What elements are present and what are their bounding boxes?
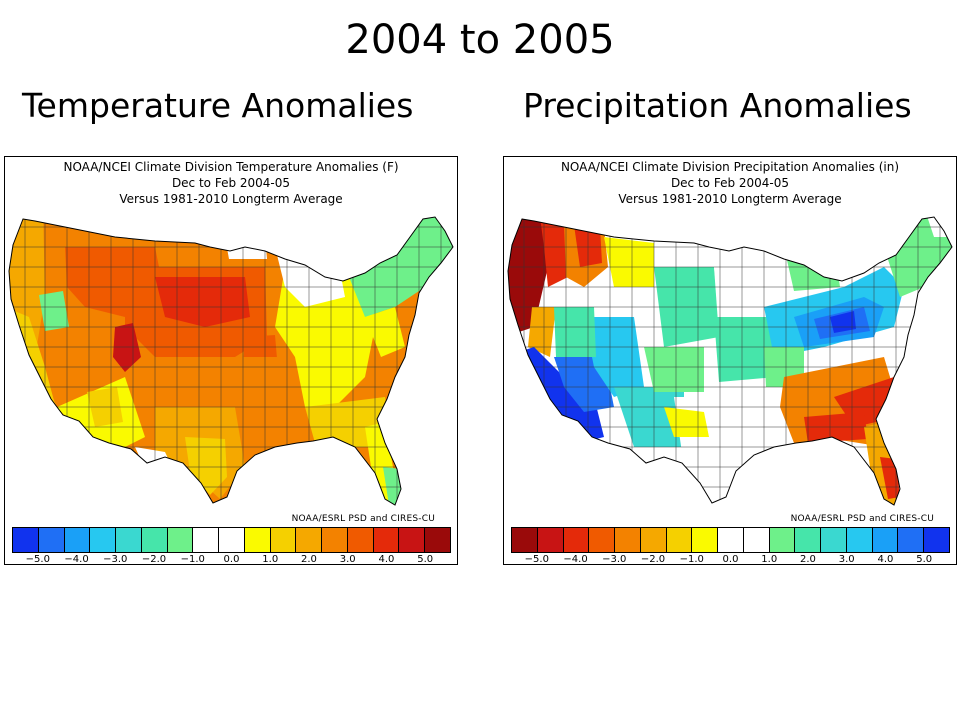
temperature-header-line2: Dec to Feb 2004-05: [171, 176, 291, 190]
temperature-legend-swatch: [141, 528, 168, 552]
precipitation-credit: NOAA/ESRL PSD and CIRES-CU: [790, 514, 934, 524]
temperature-tick-label: 1.0: [262, 554, 279, 565]
precipitation-legend-swatch: [743, 528, 770, 552]
precipitation-colorbar: [511, 527, 950, 553]
precipitation-tick-label: 2.0: [800, 554, 816, 565]
slide-title: 2004 to 2005: [345, 17, 615, 63]
temperature-legend-swatch: [167, 528, 194, 552]
temperature-tick-label: 3.0: [339, 554, 356, 565]
temperature-tick-label: 4.0: [378, 554, 395, 565]
precipitation-legend-swatch: [821, 528, 847, 552]
temperature-legend-swatch: [373, 528, 400, 552]
temperature-legend-swatch: [244, 528, 271, 552]
precipitation-heading: Precipitation Anomalies: [523, 86, 912, 125]
temperature-tick-label: −5.0: [25, 554, 50, 565]
temperature-legend-swatch: [38, 528, 65, 552]
temperature-credit: NOAA/ESRL PSD and CIRES-CU: [291, 514, 435, 524]
precipitation-header-line3: Versus 1981-2010 Longterm Average: [618, 192, 842, 206]
temperature-legend-swatch: [116, 528, 142, 552]
precipitation-tick-label: −1.0: [679, 554, 704, 565]
precipitation-colorbar-ticks: −5.0 −4.0 −3.0 −2.0 −1.0 0.0 1.0 2.0 3.0 4.0 5.0: [511, 554, 950, 566]
precipitation-legend-swatch: [537, 528, 564, 552]
temperature-legend-swatch: [13, 528, 39, 552]
temperature-tick-label: 2.0: [301, 554, 317, 565]
temperature-legend-swatch: [270, 528, 297, 552]
precipitation-tick-label: −2.0: [640, 554, 666, 565]
temperature-tick-label: 5.0: [417, 554, 434, 565]
temperature-tick-label: −2.0: [141, 554, 167, 565]
precipitation-legend-swatch: [563, 528, 590, 552]
precipitation-header-line1: NOAA/NCEI Climate Division Precipitation…: [560, 160, 900, 174]
temperature-header-line1: NOAA/NCEI Climate Division Temperature A…: [63, 160, 399, 174]
precipitation-legend-swatch: [615, 528, 641, 552]
precipitation-tick-label: 4.0: [877, 554, 894, 565]
temperature-legend-swatch: [322, 528, 348, 552]
precipitation-tick-label: 0.0: [722, 554, 739, 565]
precipitation-legend-swatch: [640, 528, 667, 552]
precipitation-legend-swatch: [692, 528, 719, 552]
temperature-tick-label: −1.0: [180, 554, 205, 565]
precipitation-legend-swatch: [795, 528, 822, 552]
temperature-legend-swatch: [90, 528, 117, 552]
precipitation-legend-swatch: [898, 528, 925, 552]
temperature-heading: Temperature Anomalies: [22, 86, 414, 125]
precipitation-legend-swatch: [512, 528, 538, 552]
temperature-legend-swatch: [399, 528, 426, 552]
precipitation-legend-swatch: [589, 528, 616, 552]
temperature-legend-swatch: [64, 528, 91, 552]
temperature-us-map: [8, 216, 454, 506]
precipitation-us-map: [507, 216, 953, 506]
precipitation-legend-swatch: [846, 528, 873, 552]
precipitation-legend-swatch: [718, 528, 744, 552]
precipitation-legend-swatch: [666, 528, 693, 552]
temperature-legend-swatch: [219, 528, 245, 552]
temperature-colorbar: [12, 527, 451, 553]
temperature-legend-swatch: [425, 528, 451, 552]
temperature-tick-label: −4.0: [64, 554, 89, 565]
temperature-map-header: NOAA/NCEI Climate Division Temperature A…: [5, 159, 457, 207]
precipitation-map-header: NOAA/NCEI Climate Division Precipitation…: [504, 159, 956, 207]
temperature-colorbar-ticks: −5.0 −4.0 −3.0 −2.0 −1.0 0.0 1.0 2.0 3.0 4.0 5.0: [12, 554, 451, 566]
precipitation-tick-label: −5.0: [524, 554, 549, 565]
precipitation-map-panel: NOAA/NCEI Climate Division Precipitation…: [503, 156, 957, 565]
precipitation-tick-label: 1.0: [761, 554, 778, 565]
temperature-map-panel: NOAA/NCEI Climate Division Temperature A…: [4, 156, 458, 565]
temperature-tick-label: 0.0: [223, 554, 240, 565]
precipitation-header-line2: Dec to Feb 2004-05: [670, 176, 790, 190]
precipitation-tick-label: 3.0: [838, 554, 855, 565]
precipitation-tick-label: −4.0: [563, 554, 588, 565]
precipitation-legend-swatch: [872, 528, 899, 552]
temperature-header-line3: Versus 1981-2010 Longterm Average: [119, 192, 343, 206]
temperature-legend-swatch: [296, 528, 323, 552]
precipitation-tick-label: −3.0: [602, 554, 627, 565]
precipitation-legend-swatch: [769, 528, 796, 552]
precipitation-tick-label: 5.0: [916, 554, 933, 565]
temperature-legend-swatch: [193, 528, 220, 552]
temperature-legend-swatch: [347, 528, 374, 552]
temperature-tick-label: −3.0: [103, 554, 128, 565]
precipitation-legend-swatch: [924, 528, 950, 552]
